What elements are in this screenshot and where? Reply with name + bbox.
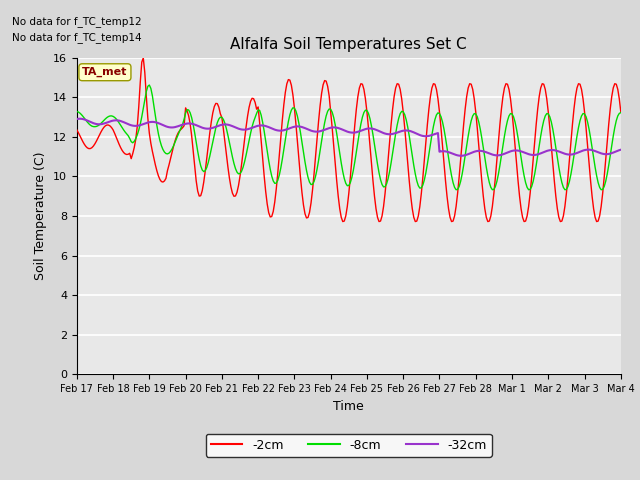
Title: Alfalfa Soil Temperatures Set C: Alfalfa Soil Temperatures Set C	[230, 37, 467, 52]
Text: No data for f_TC_temp14: No data for f_TC_temp14	[12, 32, 141, 43]
Legend: -2cm, -8cm, -32cm: -2cm, -8cm, -32cm	[205, 434, 492, 457]
X-axis label: Time: Time	[333, 400, 364, 413]
Text: TA_met: TA_met	[82, 67, 127, 77]
Y-axis label: Soil Temperature (C): Soil Temperature (C)	[35, 152, 47, 280]
Text: No data for f_TC_temp12: No data for f_TC_temp12	[12, 16, 141, 27]
